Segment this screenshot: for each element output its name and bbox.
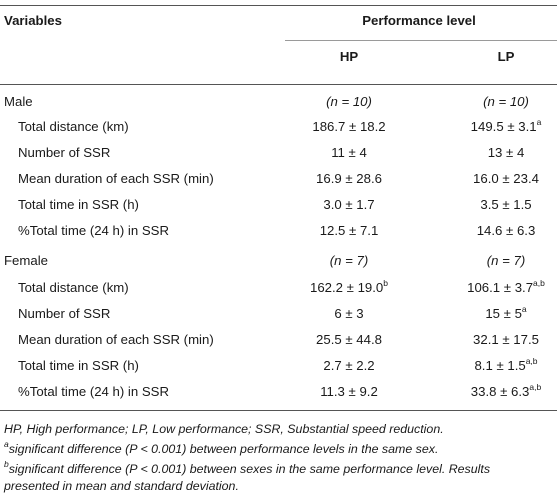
row-label: Mean duration of each SSR (min) — [18, 171, 214, 186]
top-rule — [0, 5, 557, 6]
row-hp-value: 3.0 ± 1.7 — [323, 197, 375, 212]
row-hp-value: 11 ± 4 — [331, 145, 367, 160]
male-n-lp: (n = 10) — [483, 94, 529, 109]
row-label: Number of SSR — [18, 145, 111, 160]
row-hp-value: 162.2 ± 19.0b — [310, 277, 388, 295]
footnote-b: bsignificant difference (P < 0.001) betw… — [4, 458, 491, 476]
row-label: Mean duration of each SSR (min) — [18, 332, 214, 347]
male-n-hp: (n = 10) — [326, 94, 372, 109]
row-hp-value: 6 ± 3 — [334, 306, 364, 321]
footnote-b-continued: presented in mean and standard deviation… — [4, 479, 239, 493]
header-performance-level: Performance level — [362, 13, 476, 28]
row-label: Total distance (km) — [18, 119, 129, 134]
row-lp-value: 13 ± 4 — [487, 145, 525, 160]
row-label: Total time in SSR (h) — [18, 197, 139, 212]
row-hp-value: 2.7 ± 2.2 — [323, 358, 375, 373]
row-lp-value: 15 ± 5a — [485, 303, 527, 321]
row-label: %Total time (24 h) in SSR — [18, 223, 169, 238]
row-label: Total distance (km) — [18, 280, 129, 295]
section-label-male: Male — [4, 94, 33, 109]
female-n-lp: (n = 7) — [486, 253, 526, 268]
group-rule — [285, 40, 557, 41]
row-lp-value: 8.1 ± 1.5a,b — [474, 355, 538, 373]
header-bottom-rule — [0, 84, 557, 85]
row-hp-value: 186.7 ± 18.2 — [312, 119, 386, 134]
row-label: Total time in SSR (h) — [18, 358, 139, 373]
header-lp: LP — [497, 49, 515, 64]
footnote-a: asignificant difference (P < 0.001) betw… — [4, 438, 439, 456]
row-label: Number of SSR — [18, 306, 111, 321]
header-hp: HP — [339, 49, 359, 64]
row-hp-value: 16.9 ± 28.6 — [316, 171, 382, 186]
row-hp-value: 12.5 ± 7.1 — [319, 223, 379, 238]
row-lp-value: 16.0 ± 23.4 — [473, 171, 539, 186]
row-lp-value: 3.5 ± 1.5 — [480, 197, 532, 212]
row-hp-value: 25.5 ± 44.8 — [316, 332, 382, 347]
table-bottom-rule — [0, 410, 557, 411]
header-variables: Variables — [4, 13, 62, 28]
row-lp-value: 32.1 ± 17.5 — [473, 332, 539, 347]
footnote-abbreviations: HP, High performance; LP, Low performanc… — [4, 422, 444, 436]
row-lp-value: 33.8 ± 6.3a,b — [470, 381, 542, 399]
row-lp-value: 106.1 ± 3.7a,b — [467, 277, 545, 295]
section-label-female: Female — [4, 253, 48, 268]
row-lp-value: 14.6 ± 6.3 — [476, 223, 536, 238]
female-n-hp: (n = 7) — [329, 253, 369, 268]
row-hp-value: 11.3 ± 9.2 — [320, 384, 378, 399]
row-lp-value: 149.5 ± 3.1a — [470, 116, 542, 134]
row-label: %Total time (24 h) in SSR — [18, 384, 169, 399]
